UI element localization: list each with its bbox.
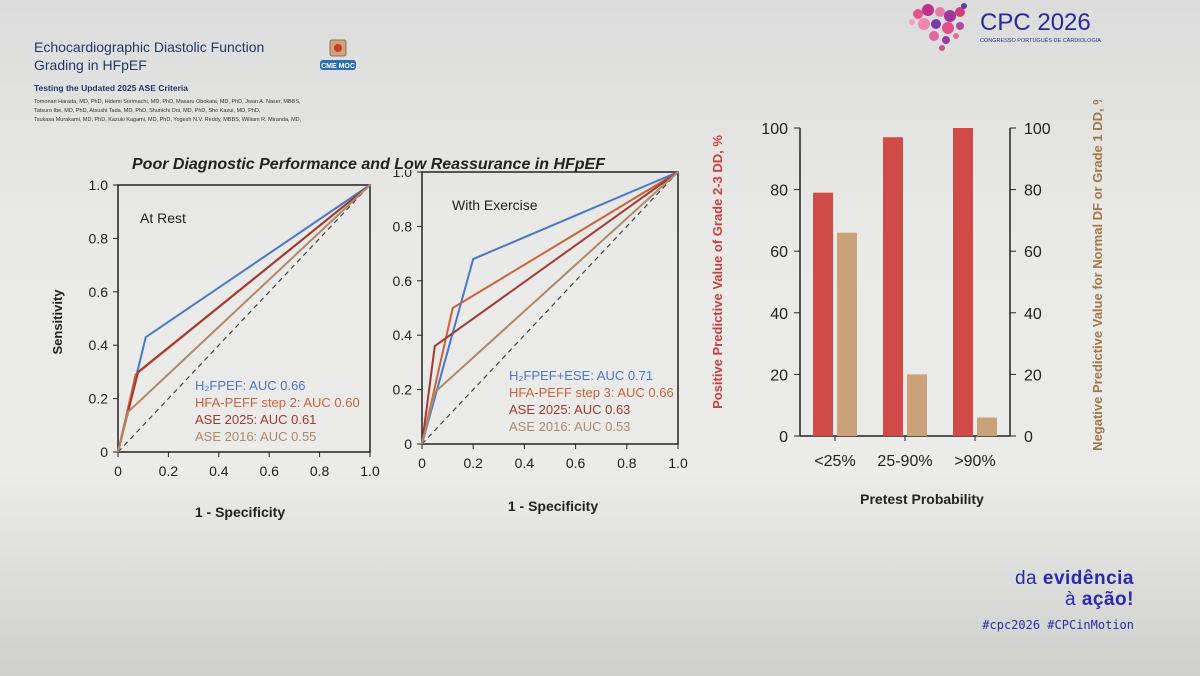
x-axis-title-at-rest: 1 - Specificity	[195, 504, 285, 520]
category-label: >90%	[954, 453, 995, 470]
x-tick-label: 0.8	[617, 455, 637, 471]
legend-entry-0: H₂FPEF+ESE: AUC 0.71	[509, 368, 653, 383]
y-tick-label: 0.6	[393, 273, 413, 289]
y-tick-label: 0.2	[393, 382, 413, 398]
slogan-line1: da evidência	[982, 568, 1134, 589]
roc-chart-with-exercise: 00 0.2 0.2 0.4 0.4 0.6 0.6 0.8 0.8 1.0 1.0 H₂FPEF+E…	[393, 170, 688, 514]
left-axis-title-ppv: Positive Predictive Value of Grade 2-3 D…	[710, 135, 725, 409]
y-tick-label: 0.8	[89, 230, 109, 246]
panel-label-at-rest: At Rest	[140, 210, 186, 226]
journal-logo: CME MOC	[320, 39, 356, 70]
x-axis-title-pretest: Pretest Probability	[860, 491, 984, 507]
category-label: 25-90%	[877, 453, 932, 470]
right-tick-label: 80	[1024, 183, 1042, 200]
legend-entry-2: ASE 2025: AUC 0.63	[509, 402, 630, 417]
bar-left-1	[883, 137, 903, 437]
left-tick-label: 0	[779, 429, 788, 446]
right-tick-label: 40	[1024, 306, 1042, 323]
x-tick-label: 0.2	[159, 463, 179, 479]
left-tick-label: 60	[770, 244, 788, 261]
heart-dots-icon	[909, 3, 967, 51]
left-tick-label: 20	[770, 367, 788, 384]
panel-label-with-exercise: With Exercise	[452, 197, 538, 213]
paper-subtitle: Testing the Updated 2025 ASE Criteria	[34, 83, 188, 93]
roc-chart-at-rest: 00 0.2 0.2 0.4 0.4 0.6 0.6 0.8 0.8 1.0 1.0 H₂FPEF: …	[50, 177, 380, 520]
y-tick-label: 1.0	[393, 170, 413, 180]
bar-left-0	[813, 192, 833, 436]
y-axis-title-sensitivity: Sensitivity	[50, 289, 65, 355]
slogan-block: da evidência à ação! #cpc2026 #CPCinMoti…	[982, 568, 1134, 632]
x-tick-label: 1.0	[668, 455, 688, 471]
slide-headline: Poor Diagnostic Performance and Low Reas…	[132, 156, 605, 173]
congress-full-name: CONGRESSO PORTUGUÊS DE CARDIOLOGIA	[980, 36, 1101, 44]
cpc-logo: CPC 2026 CONGRESSO PORTUGUÊS DE CARDIOLO…	[909, 3, 1101, 51]
x-tick-label: 0.8	[310, 463, 330, 479]
x-tick-label: 0.6	[259, 463, 279, 479]
bar-right-1	[907, 374, 927, 436]
right-tick-label: 60	[1024, 244, 1042, 261]
authors-line3: Tsukasa Murakami, MD, PhD, Kazuki Kagami…	[34, 117, 302, 123]
x-tick-label: 0.6	[566, 455, 586, 471]
legend-entry-1: HFA-PEFF step 2: AUC 0.60	[195, 395, 360, 410]
reference-diagonal	[117, 184, 371, 453]
bar-left-2	[953, 128, 973, 436]
left-tick-label: 80	[770, 183, 788, 200]
paper-authors: Tomonari Harada, MD, PhD, Hidemi Sorimac…	[34, 98, 364, 125]
slogan-line2-a: à	[1065, 589, 1082, 610]
congress-name: CPC 2026	[980, 9, 1091, 36]
roc-curve-3	[117, 184, 371, 453]
x-tick-label: 0	[418, 455, 426, 471]
slogan-line1-b: evidência	[1042, 568, 1134, 589]
y-tick-label: 0	[100, 444, 108, 460]
legend-entry-3: ASE 2016: AUC 0.55	[195, 429, 316, 444]
plot-frame	[117, 184, 371, 453]
y-tick-label: 0	[404, 436, 412, 452]
legend-entry-2: ASE 2025: AUC 0.61	[195, 412, 316, 427]
right-axis-title-npv: Negative Predictive Value for Normal DF …	[1090, 100, 1105, 451]
legend-entry-3: ASE 2016: AUC 0.53	[509, 419, 630, 434]
x-tick-label: 0.2	[463, 455, 483, 471]
bar-right-2	[977, 417, 997, 436]
left-tick-label: 40	[770, 306, 788, 323]
hashtags: #cpc2026 #CPCinMotion	[982, 618, 1134, 632]
x-axis-title-with-exercise: 1 - Specificity	[508, 498, 598, 514]
x-tick-label: 0.4	[209, 463, 229, 479]
slogan-line1-a: da	[1014, 568, 1043, 589]
left-tick-label: 100	[761, 121, 788, 138]
slogan-line2: à ação!	[982, 589, 1134, 610]
y-tick-label: 0.4	[393, 327, 413, 343]
left-axis-title-text: Positive Predictive Value of Grade 2-3 D…	[710, 135, 725, 409]
right-tick-label: 100	[1024, 121, 1051, 138]
paper-title-line2: Grading in HFpEF	[34, 57, 147, 73]
right-tick-label: 0	[1024, 429, 1033, 446]
bar-right-0	[837, 232, 857, 436]
paper-title-line1: Echocardiographic Diastolic Function	[34, 39, 265, 55]
plot-frame	[421, 171, 679, 445]
authors-line2: Tatsuro Ibe, MD, PhD, Atsushi Tada, MD, …	[34, 108, 261, 114]
y-tick-label: 0.8	[393, 218, 413, 234]
legend-entry-1: HFA-PEFF step 3: AUC 0.66	[509, 385, 674, 400]
ppv-npv-bar-chart: 0 0 20 20 40 40 60 60 80 80 100 100 <25% 25-90% >90% P…	[710, 100, 1105, 507]
roc-curve-0	[421, 171, 679, 445]
y-tick-label: 0.4	[89, 337, 109, 353]
category-label: <25%	[814, 453, 855, 470]
legend-entry-0: H₂FPEF: AUC 0.66	[195, 378, 306, 393]
x-tick-label: 0.4	[515, 455, 535, 471]
roc-curve-2	[421, 171, 679, 445]
x-tick-label: 1.0	[360, 463, 380, 479]
slogan-line2-b: ação!	[1081, 589, 1134, 610]
roc-curve-3	[421, 171, 679, 445]
paper-title: Echocardiographic Diastolic Function Gra…	[34, 38, 324, 74]
y-tick-label: 1.0	[89, 177, 109, 193]
y-tick-label: 0.2	[89, 391, 109, 407]
authors-line1: Tomonari Harada, MD, PhD, Hidemi Sorimac…	[34, 99, 301, 105]
right-tick-label: 20	[1024, 367, 1042, 384]
y-tick-label: 0.6	[89, 284, 109, 300]
journal-logo-text: CME MOC	[321, 63, 355, 70]
right-axis-title-text: Negative Predictive Value for Normal DF …	[1090, 100, 1105, 451]
x-tick-label: 0	[114, 463, 122, 479]
